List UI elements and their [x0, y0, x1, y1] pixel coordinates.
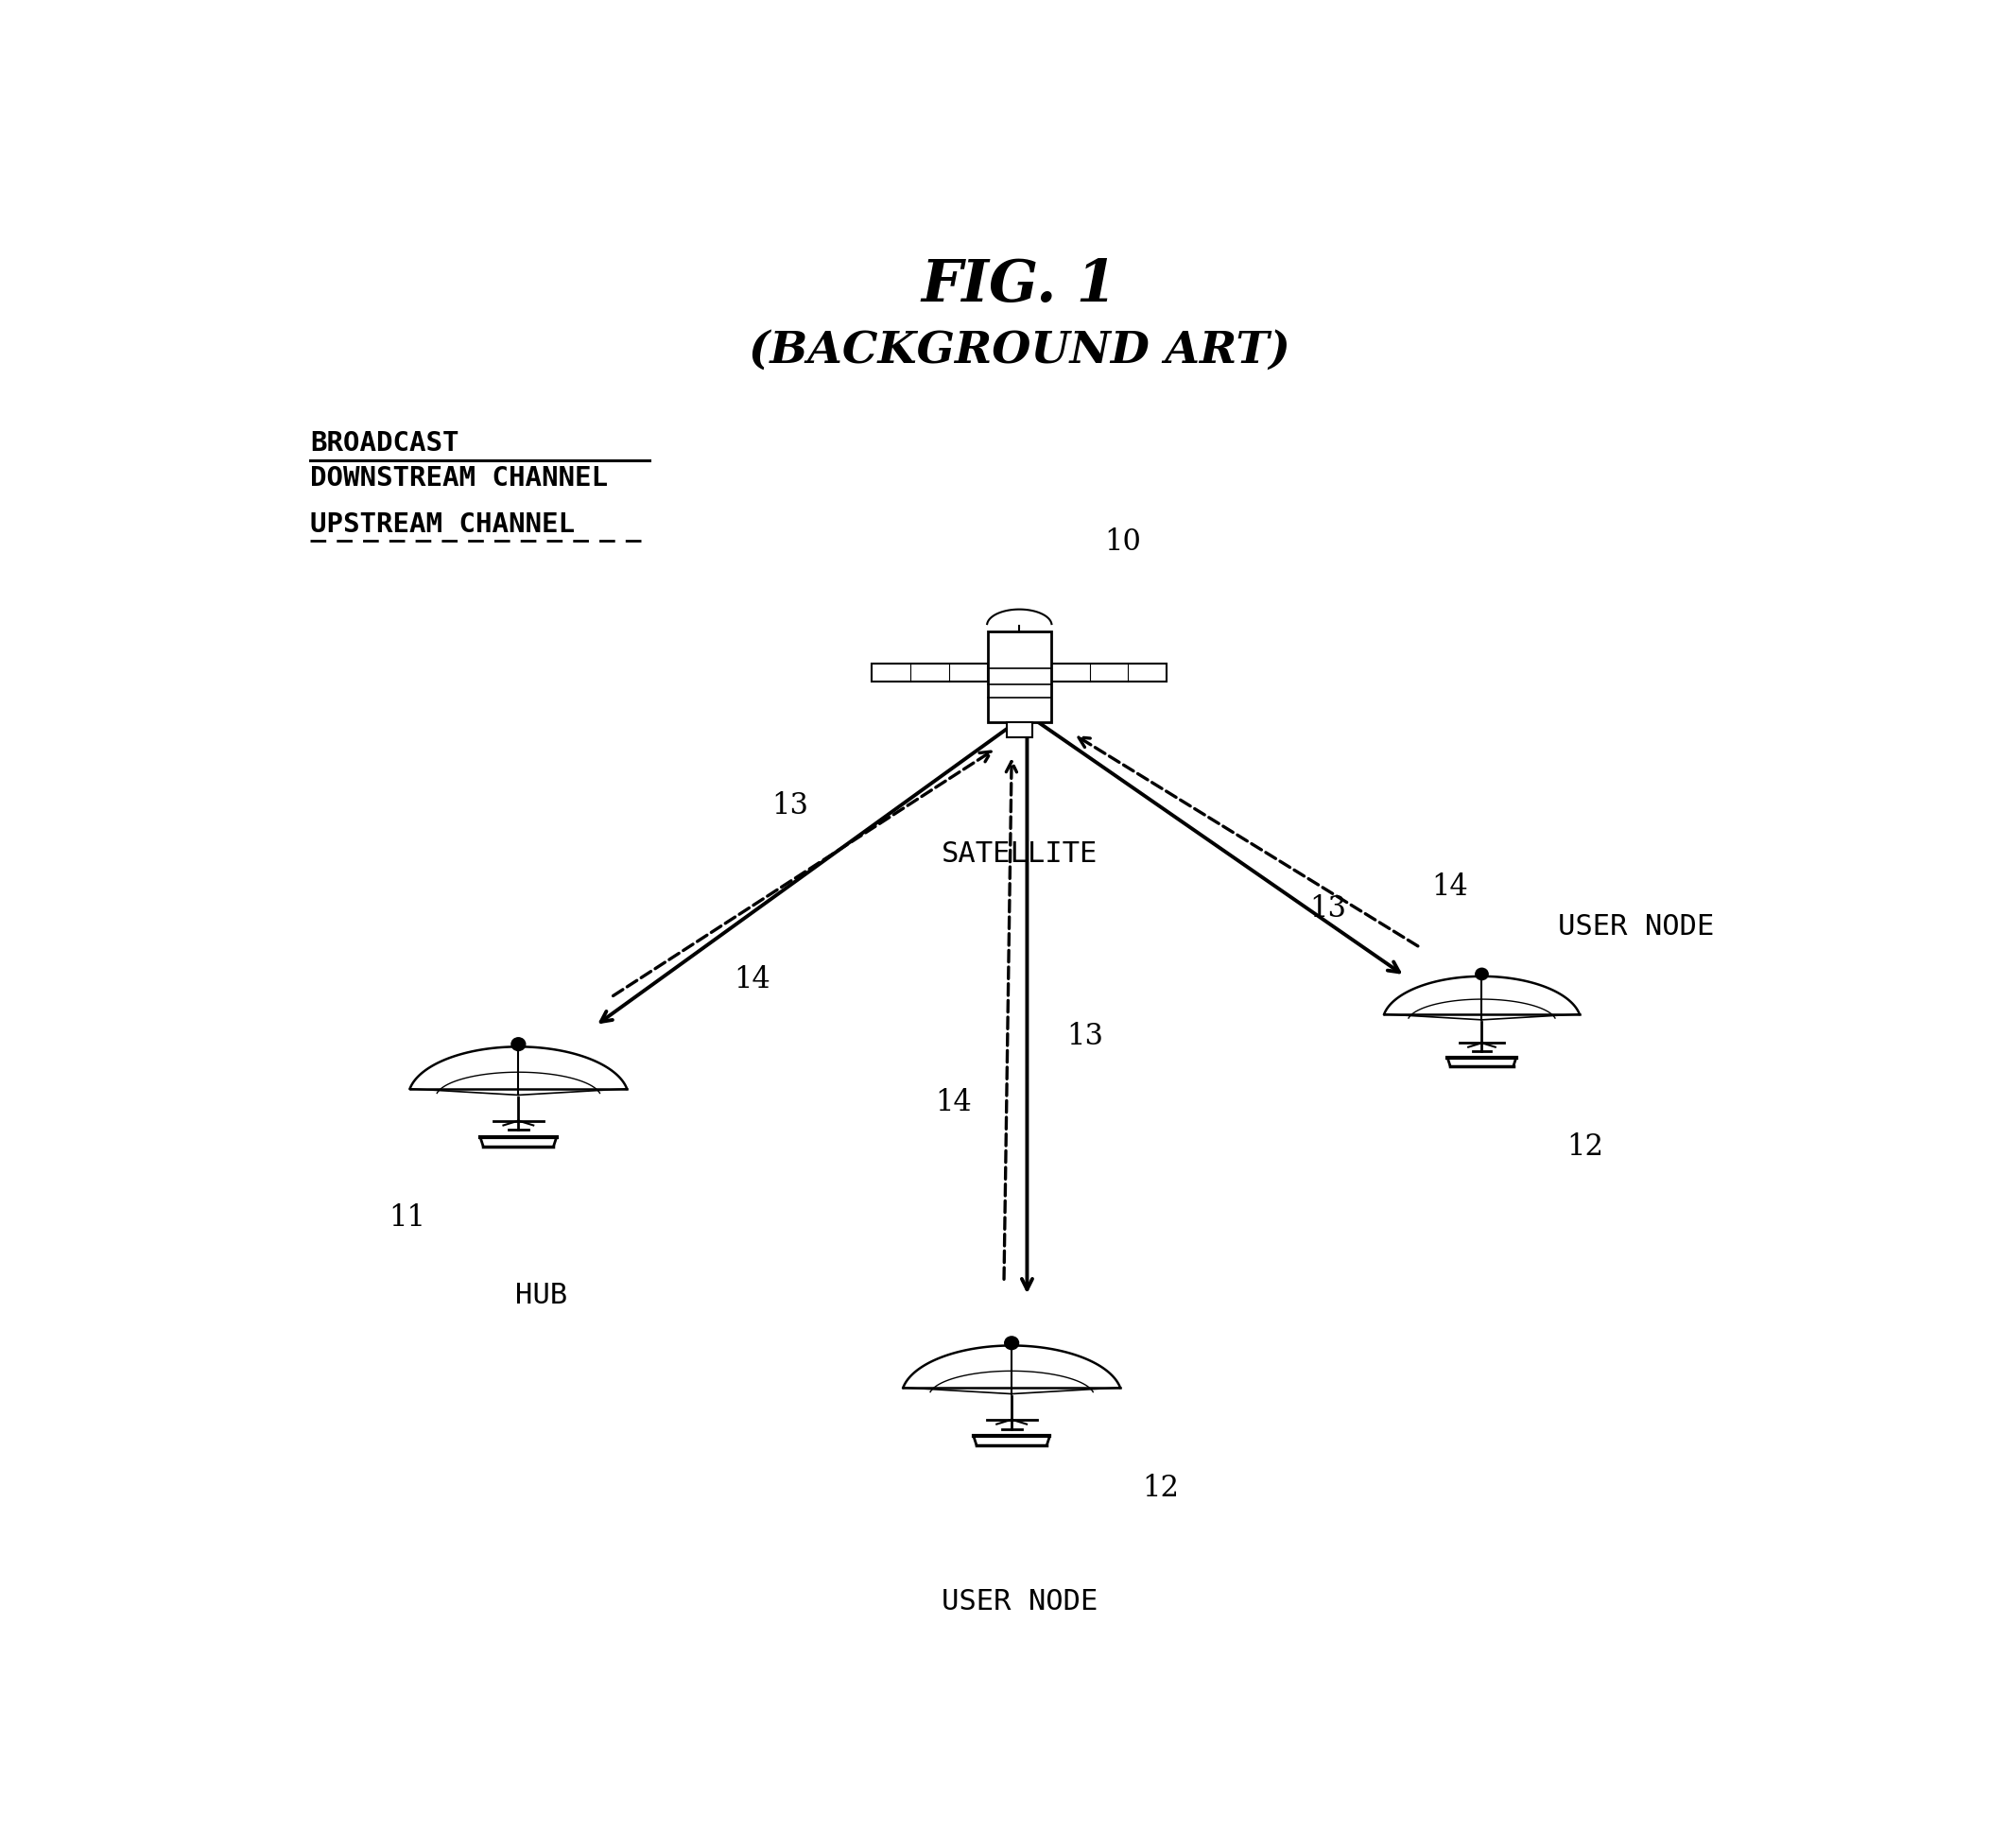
Circle shape — [511, 1039, 525, 1052]
Text: (BACKGROUND ART): (BACKGROUND ART) — [748, 329, 1291, 371]
Text: 12: 12 — [1567, 1133, 1603, 1161]
Text: BROADCAST: BROADCAST — [310, 431, 459, 456]
Text: 14: 14 — [1432, 872, 1468, 902]
Text: 11: 11 — [390, 1203, 426, 1233]
FancyBboxPatch shape — [871, 663, 989, 682]
Circle shape — [1004, 1336, 1018, 1349]
Text: USER NODE: USER NODE — [941, 1587, 1098, 1615]
Text: SATELLITE: SATELLITE — [941, 841, 1098, 869]
Text: FIG. 1: FIG. 1 — [921, 257, 1118, 314]
Text: HUB: HUB — [515, 1283, 567, 1308]
Text: 14: 14 — [734, 965, 770, 994]
Text: 12: 12 — [1142, 1473, 1179, 1502]
Text: DOWNSTREAM CHANNEL: DOWNSTREAM CHANNEL — [310, 466, 609, 492]
Text: 13: 13 — [1066, 1022, 1104, 1052]
FancyBboxPatch shape — [1050, 663, 1168, 682]
Circle shape — [1476, 968, 1488, 979]
FancyBboxPatch shape — [1006, 723, 1032, 737]
Text: 13: 13 — [1309, 894, 1347, 924]
FancyBboxPatch shape — [989, 632, 1050, 723]
Text: UPSTREAM CHANNEL: UPSTREAM CHANNEL — [310, 512, 575, 538]
Text: 10: 10 — [1104, 527, 1142, 556]
Text: 13: 13 — [772, 791, 808, 821]
Text: 14: 14 — [935, 1088, 973, 1116]
Text: USER NODE: USER NODE — [1557, 913, 1715, 941]
